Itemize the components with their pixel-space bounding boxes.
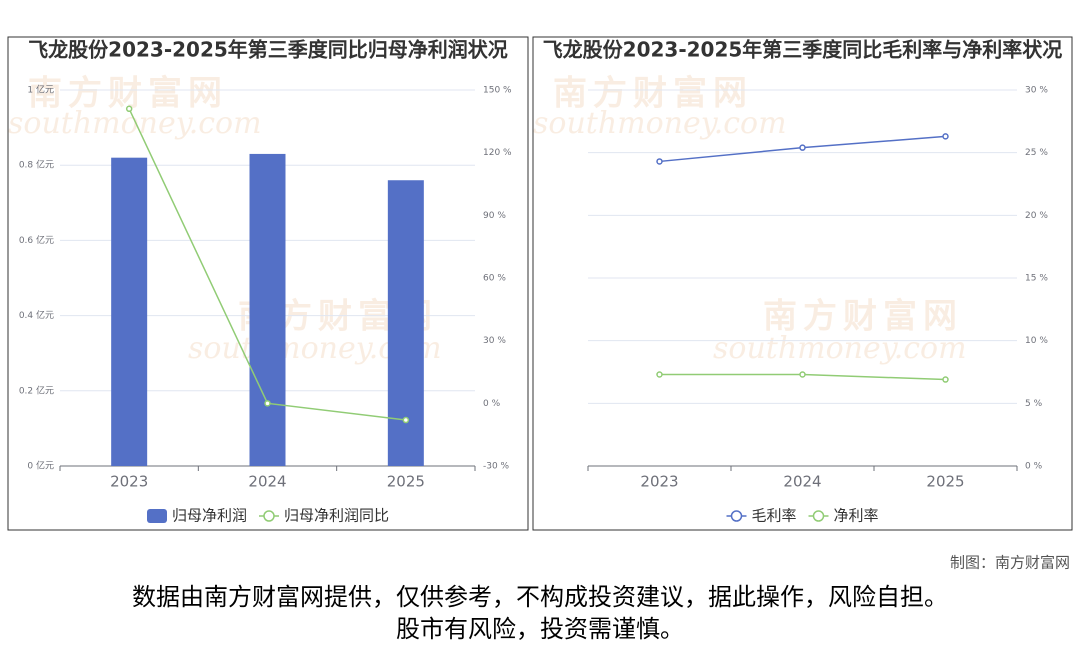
watermark: 南方财富网 xyxy=(763,297,963,337)
point xyxy=(942,133,949,140)
legend-swatch xyxy=(147,509,167,523)
credit: 制图：南方财富网 xyxy=(950,554,1070,572)
chart: 南方财富网southmoney.com南方财富网southmoney.com飞龙… xyxy=(8,38,512,525)
y2-tick-label: 120 % xyxy=(483,148,512,158)
y-tick-label: 0.4 亿元 xyxy=(19,309,54,321)
y2-tick-label: 5 % xyxy=(1025,399,1043,409)
legend-label: 净利率 xyxy=(834,507,879,525)
point xyxy=(656,371,663,378)
point xyxy=(799,144,806,151)
watermark: 南方财富网 xyxy=(553,74,753,114)
bar xyxy=(111,157,148,466)
x-tick-label: 2023 xyxy=(110,473,148,491)
point xyxy=(656,158,663,165)
y2-tick-label: 90 % xyxy=(483,211,506,221)
panel-frame xyxy=(7,36,529,531)
y-tick-label: 0 亿元 xyxy=(27,460,54,472)
x-tick-label: 2025 xyxy=(387,473,425,491)
disclaimer: 股市有风险，投资需谨慎。 xyxy=(396,615,684,643)
bar xyxy=(249,153,286,467)
chart-title: 飞龙股份2023-2025年第三季度同比归母净利润状况 xyxy=(28,38,508,62)
y2-tick-label: 30 % xyxy=(1025,86,1048,96)
point xyxy=(125,105,133,113)
y-tick-label: 1 亿元 xyxy=(27,84,54,96)
legend-label: 毛利率 xyxy=(752,507,797,525)
y2-tick-label: -30 % xyxy=(483,462,510,472)
legend-swatch xyxy=(812,510,825,522)
y2-tick-label: 150 % xyxy=(483,86,512,96)
y-tick-label: 0.2 亿元 xyxy=(19,384,54,396)
y2-tick-label: 0 % xyxy=(1025,462,1043,472)
legend-swatch xyxy=(263,510,275,522)
point xyxy=(264,400,271,407)
y2-tick-label: 15 % xyxy=(1025,274,1048,284)
point xyxy=(942,376,949,383)
y2-tick-label: 25 % xyxy=(1025,148,1048,158)
watermark: southmoney.com xyxy=(533,106,787,141)
panel-frame xyxy=(532,36,1073,531)
x-tick-label: 2023 xyxy=(640,473,678,491)
point xyxy=(402,416,410,424)
legend-swatch xyxy=(730,510,743,522)
legend-label: 归母净利润 xyxy=(172,507,247,525)
point xyxy=(799,371,806,378)
y2-tick-label: 0 % xyxy=(483,399,501,409)
x-tick-label: 2024 xyxy=(248,473,286,491)
watermark: 南方财富网 xyxy=(28,74,228,114)
footer: 制图：南方财富网 数据由南方财富网提供，仅供参考，不构成投资建议，据此操作，风险… xyxy=(132,554,1070,644)
disclaimer: 数据由南方财富网提供，仅供参考，不构成投资建议，据此操作，风险自担。 xyxy=(132,583,948,611)
y2-tick-label: 60 % xyxy=(483,274,506,284)
watermark: southmoney.com xyxy=(713,331,967,366)
x-tick-label: 2024 xyxy=(783,473,821,491)
chart: 南方财富网southmoney.com南方财富网southmoney.com飞龙… xyxy=(533,38,1062,525)
x-tick-label: 2025 xyxy=(926,473,964,491)
y-tick-label: 0.6 亿元 xyxy=(19,234,54,246)
watermark: southmoney.com xyxy=(8,106,262,141)
y-tick-label: 0.8 亿元 xyxy=(19,159,54,171)
y2-tick-label: 30 % xyxy=(483,336,506,346)
y2-tick-label: 20 % xyxy=(1025,211,1048,221)
legend-label: 归母净利润同比 xyxy=(284,507,389,525)
y2-tick-label: 10 % xyxy=(1025,336,1048,346)
chart-title: 飞龙股份2023-2025年第三季度同比毛利率与净利率状况 xyxy=(543,38,1063,62)
